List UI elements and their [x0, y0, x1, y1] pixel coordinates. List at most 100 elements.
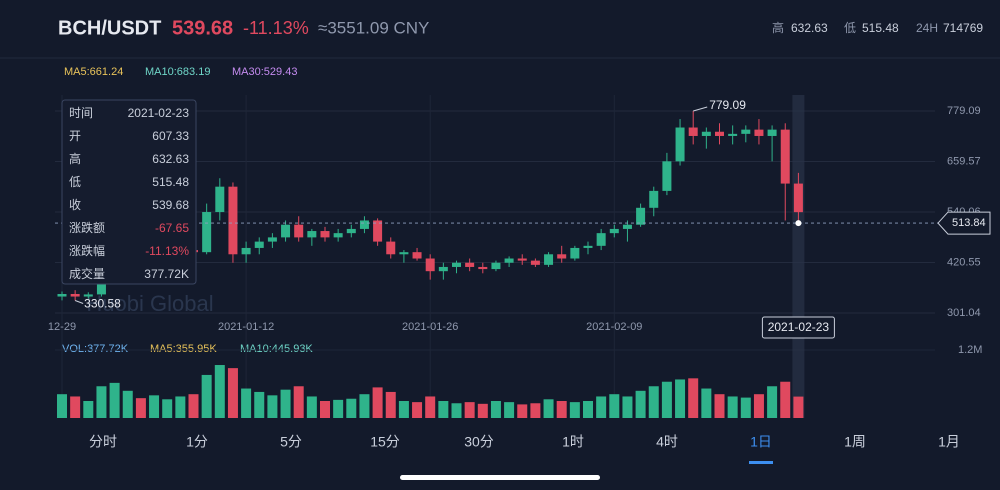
crosshair-date: 2021-02-23	[768, 320, 830, 334]
volume-bar	[569, 402, 580, 418]
volume-bar	[477, 403, 488, 418]
tab[interactable]: 15分	[370, 434, 400, 450]
candle-body	[688, 127, 698, 136]
vol-legend: VOL:377.72K	[62, 343, 129, 355]
candle-body	[701, 131, 711, 136]
candle-body	[333, 233, 343, 238]
volume-bar	[727, 396, 738, 418]
crosshair-band	[792, 95, 805, 418]
volume-bar	[320, 401, 330, 418]
tab[interactable]: 4时	[656, 434, 678, 450]
tooltip-key: 高	[69, 151, 81, 166]
last-price-label: 513.84	[952, 217, 986, 229]
volume-bar	[333, 399, 344, 418]
candle-body	[215, 186, 225, 213]
volume-bar	[70, 396, 81, 418]
tooltip-key: 低	[69, 175, 81, 189]
tooltip-value: 377.72K	[144, 267, 189, 281]
candle-body	[609, 228, 619, 234]
vol-tick-label: 1.2M	[958, 344, 982, 356]
candle-body	[465, 262, 475, 267]
candle-body	[412, 252, 422, 259]
tab[interactable]: 30分	[464, 434, 494, 450]
candle-body	[202, 212, 212, 253]
candle-body	[741, 129, 751, 134]
high-mark: 779.09	[709, 98, 746, 112]
candle-body	[228, 186, 238, 255]
volume-bar	[96, 386, 107, 418]
tooltip-value: 607.33	[152, 129, 189, 143]
candle-body	[517, 258, 527, 261]
candle-body	[583, 245, 593, 248]
volume-bar	[109, 382, 120, 418]
volume-bar	[280, 389, 291, 418]
high-label: 高	[772, 20, 784, 35]
volume-bar	[188, 394, 199, 418]
ma10: MA10:683.19	[145, 66, 210, 78]
volume-bar	[438, 401, 449, 418]
tab[interactable]: 1分	[186, 434, 208, 450]
vol-ma5: MA5:355.95K	[150, 343, 217, 355]
volume-bar	[622, 396, 633, 418]
tab[interactable]: 分时	[89, 434, 117, 450]
candle-body	[373, 220, 383, 242]
watermark: Huobi Global	[86, 291, 213, 316]
volume-bar	[714, 394, 725, 418]
tab[interactable]: 1周	[844, 434, 866, 450]
tab[interactable]: 5分	[280, 434, 302, 450]
candle-body	[767, 129, 777, 136]
candle-body	[96, 279, 106, 295]
candle-body	[715, 131, 724, 136]
candle-body	[530, 260, 540, 265]
volume-bar	[135, 398, 146, 418]
tab[interactable]: 1日	[750, 434, 772, 450]
volume-bar	[648, 386, 659, 418]
tooltip-value: 515.48	[152, 175, 189, 189]
candle-body	[636, 207, 646, 225]
volume-bar	[490, 401, 501, 418]
y-tick-label: 301.04	[947, 307, 981, 319]
candle-body	[267, 237, 277, 242]
last-price-tag	[937, 211, 991, 235]
volume-bar	[464, 402, 475, 418]
high-pointer	[693, 106, 708, 112]
volume-bar	[543, 399, 554, 418]
low-label: 低	[844, 21, 856, 35]
ma5: MA5:661.24	[64, 66, 123, 78]
candle-body	[399, 252, 409, 255]
candle-body	[780, 129, 790, 184]
candle-body	[70, 294, 80, 297]
volume-bar	[740, 397, 751, 418]
tooltip-key: 涨跌幅	[69, 243, 105, 258]
volume-bar	[372, 387, 383, 418]
candle-body	[320, 231, 330, 238]
candle-body	[754, 129, 764, 136]
volume-bar	[122, 390, 133, 418]
candle-body	[793, 183, 803, 213]
volume-bar	[83, 401, 94, 418]
volume-bar	[688, 378, 699, 418]
volume-bar	[793, 396, 804, 418]
volume-bar	[346, 398, 357, 418]
home-indicator	[400, 475, 600, 480]
tooltip-value: 539.68	[152, 198, 189, 212]
tab[interactable]: 1月	[938, 434, 960, 450]
volume-bar	[175, 396, 186, 418]
volume-bar	[661, 381, 672, 418]
candle-body	[649, 190, 659, 208]
candle-body	[728, 133, 738, 136]
candle-body	[425, 258, 435, 272]
candle-body	[307, 231, 317, 238]
tooltip-box	[61, 99, 197, 285]
volume-bar	[227, 368, 238, 418]
candle-body	[452, 262, 461, 267]
cny: ≈3551.09 CNY	[318, 18, 429, 37]
volume-bar	[609, 394, 620, 418]
candle-body	[281, 224, 291, 238]
x-tick-label: 2021-02-09	[586, 321, 642, 333]
tab[interactable]: 1时	[562, 434, 584, 450]
volume-bar	[398, 401, 409, 418]
candle-body	[596, 233, 606, 246]
tooltip-key: 收	[69, 198, 81, 212]
